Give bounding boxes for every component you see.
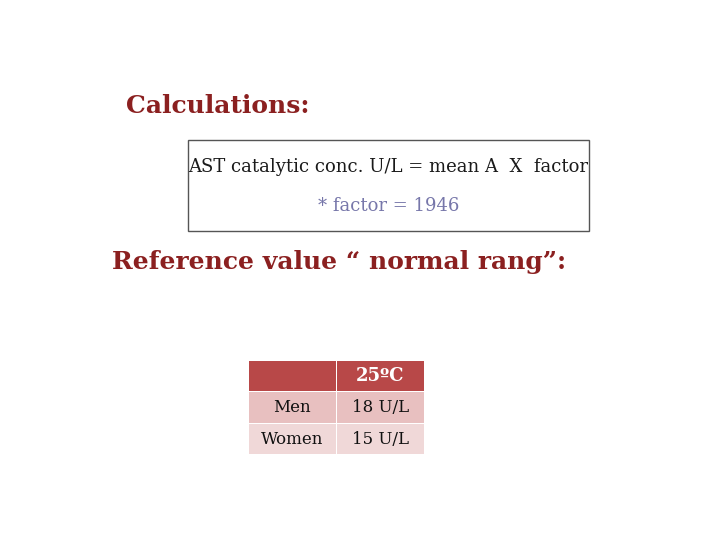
FancyBboxPatch shape — [188, 140, 590, 231]
FancyBboxPatch shape — [249, 424, 336, 454]
Text: 18 U/L: 18 U/L — [352, 399, 409, 416]
FancyBboxPatch shape — [249, 393, 336, 423]
Text: Reference value “ normal rang”:: Reference value “ normal rang”: — [112, 250, 567, 274]
Text: Men: Men — [274, 399, 311, 416]
FancyBboxPatch shape — [249, 361, 336, 391]
Text: 15 U/L: 15 U/L — [352, 431, 409, 448]
FancyBboxPatch shape — [337, 424, 423, 454]
Text: 25ºC: 25ºC — [356, 367, 405, 385]
FancyBboxPatch shape — [337, 361, 423, 391]
Text: AST catalytic conc. U/L = mean A  X  factor: AST catalytic conc. U/L = mean A X facto… — [189, 158, 588, 176]
FancyBboxPatch shape — [337, 393, 423, 423]
Text: Calculations:: Calculations: — [126, 94, 310, 118]
Text: Women: Women — [261, 431, 323, 448]
Text: * factor = 1946: * factor = 1946 — [318, 197, 459, 214]
